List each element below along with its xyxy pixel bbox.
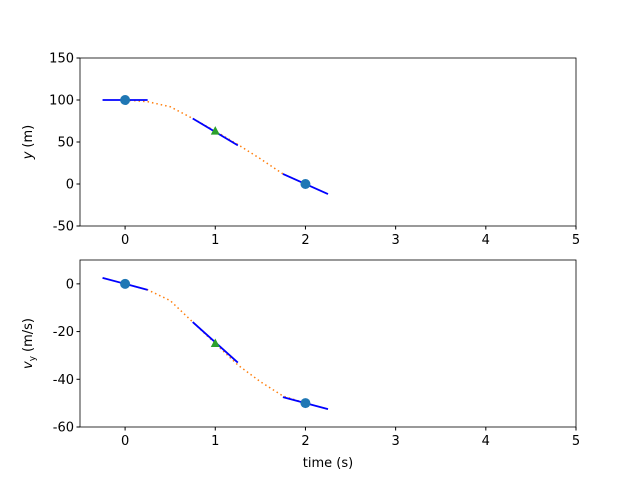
- x-tick-label: 4: [482, 233, 490, 248]
- x-tick-label: 1: [211, 434, 219, 449]
- x-tick-label: 2: [301, 233, 309, 248]
- x-tick-label: 4: [482, 434, 490, 449]
- y-tick-label: 100: [49, 94, 74, 109]
- series-line: [125, 99, 306, 185]
- x-tick-label: 3: [391, 434, 399, 449]
- y-tick-label: -50: [53, 220, 74, 235]
- point-marker: [210, 338, 220, 347]
- x-axis-label: time (s): [303, 456, 353, 471]
- y-axis-label-part: y: [28, 355, 38, 361]
- y-tick-label: 0: [66, 277, 74, 292]
- y-axis-label-part: (m): [21, 125, 36, 148]
- y-tick-label: 150: [49, 52, 74, 67]
- y-tick-label: -60: [53, 421, 74, 436]
- point-marker: [300, 179, 311, 189]
- y-tick-label: -20: [53, 325, 74, 340]
- x-tick-label: 2: [301, 434, 309, 449]
- point-marker: [210, 126, 220, 135]
- y-tick-label: -40: [53, 373, 74, 388]
- y-axis-label-part: (m/s): [21, 318, 36, 352]
- x-tick-label: 3: [391, 233, 399, 248]
- y-axis-label: vy (m/s): [21, 318, 38, 369]
- y-axis-label-part: y: [21, 151, 36, 160]
- x-tick-label: 5: [572, 233, 580, 248]
- x-tick-label: 0: [121, 233, 129, 248]
- y-axis-label-part: v: [21, 361, 36, 369]
- y-axis-label: y (m): [21, 125, 36, 161]
- point-marker: [300, 398, 311, 409]
- x-tick-label: 1: [211, 233, 219, 248]
- x-tick-label: 0: [121, 434, 129, 449]
- x-tick-label: 5: [572, 434, 580, 449]
- y-tick-label: 0: [66, 178, 74, 193]
- point-marker: [120, 278, 131, 289]
- point-marker: [120, 95, 131, 105]
- plot-area: [79, 57, 577, 227]
- y-tick-label: 50: [57, 136, 74, 151]
- plot-area: [79, 259, 577, 428]
- series-line: [124, 283, 306, 404]
